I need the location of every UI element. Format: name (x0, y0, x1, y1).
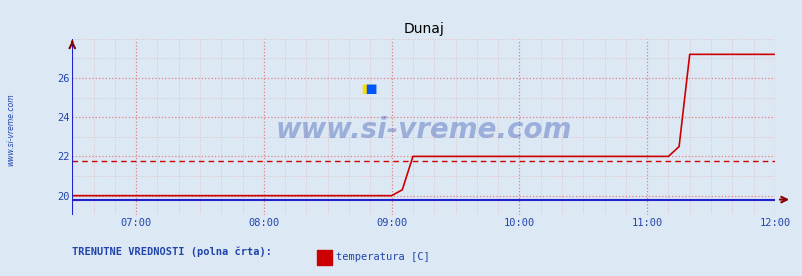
Text: temperatura [C]: temperatura [C] (335, 252, 429, 262)
Text: ▪: ▪ (360, 79, 374, 98)
Text: www.si-vreme.com: www.si-vreme.com (6, 93, 15, 166)
Text: ▪: ▪ (364, 79, 377, 98)
Title: Dunaj: Dunaj (403, 22, 444, 36)
Text: www.si-vreme.com: www.si-vreme.com (275, 116, 571, 145)
Text: TRENUTNE VREDNOSTI (polna črta):: TRENUTNE VREDNOSTI (polna črta): (72, 247, 272, 257)
